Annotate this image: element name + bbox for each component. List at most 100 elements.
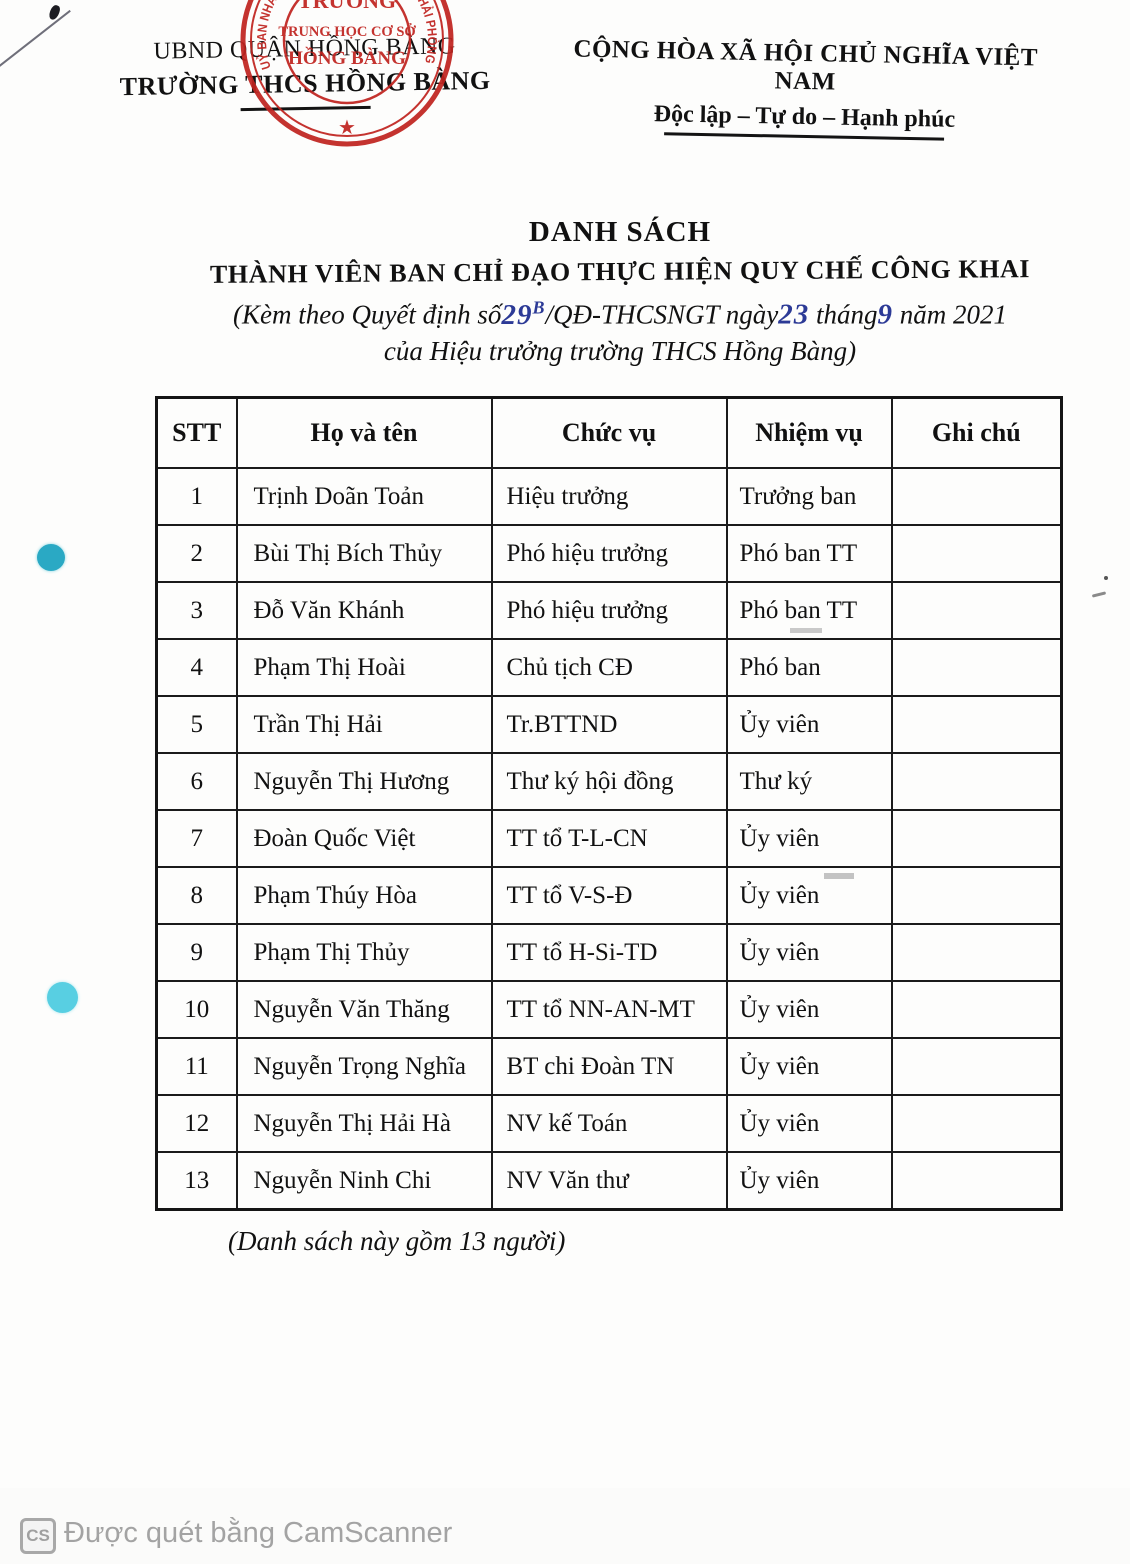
cell-role: Ủy viên bbox=[725, 923, 893, 982]
table-row: 9 Phạm Thị Thủy TT tổ H-Si-TD Ủy viên bbox=[155, 923, 1063, 982]
table-row: 5 Trần Thị Hải Tr.BTTND Ủy viên bbox=[155, 695, 1063, 754]
nam-label: năm 2021 bbox=[899, 299, 1008, 330]
table-row: 11 Nguyễn Trọng Nghĩa BT chi Đoàn TN Ủy … bbox=[155, 1037, 1063, 1096]
national-motto: Độc lập – Tự do – Hạnh phúc bbox=[653, 101, 956, 133]
members-table: STT Họ và tên Chức vụ Nhiệm vụ Ghi chú 1… bbox=[155, 396, 1063, 1211]
cell-position: TT tổ NN-AN-MT bbox=[490, 980, 728, 1039]
cell-position: NV Văn thư bbox=[490, 1151, 728, 1211]
cell-role: Ủy viên bbox=[725, 1151, 893, 1211]
decision-prefix: (Kèm theo Quyết định số bbox=[232, 299, 502, 330]
scan-smudge bbox=[824, 873, 854, 879]
cell-name: Trần Thị Hải bbox=[235, 695, 493, 754]
table-row: 12 Nguyễn Thị Hải Hà NV kế Toán Ủy viên bbox=[155, 1094, 1063, 1153]
cell-note bbox=[890, 1037, 1063, 1096]
cell-role: Thư ký bbox=[725, 752, 893, 811]
cell-note bbox=[890, 1094, 1063, 1153]
cell-note bbox=[890, 809, 1063, 868]
cell-position: Phó hiệu trưởng bbox=[490, 581, 728, 640]
cell-name: Nguyễn Ninh Chi bbox=[235, 1151, 493, 1211]
cell-position: TT tổ T-L-CN bbox=[490, 809, 728, 868]
cell-stt: 11 bbox=[155, 1037, 238, 1096]
table-row: 2 Bùi Thị Bích Thủy Phó hiệu trưởng Phó … bbox=[155, 524, 1063, 583]
cell-name: Nguyễn Văn Thăng bbox=[235, 980, 493, 1039]
cell-stt: 13 bbox=[155, 1151, 238, 1211]
cell-name: Phạm Thúy Hòa bbox=[235, 866, 493, 925]
cell-position: Chủ tịch CĐ bbox=[490, 638, 728, 697]
decision-reference-line2: của Hiệu trưởng trường THCS Hồng Bàng) bbox=[383, 335, 857, 366]
cell-name: Nguyễn Thị Hải Hà bbox=[235, 1094, 493, 1153]
decision-middle: /QĐ-THCSNGT ngày bbox=[545, 299, 779, 330]
camscanner-watermark-text: Được quét bằng CamScanner bbox=[64, 1517, 453, 1549]
title-block: DANH SÁCH THÀNH VIÊN BAN CHỈ ĐẠO THỰC HI… bbox=[90, 216, 1130, 367]
school-seal-stamp-icon: UỶ BAN NHÂN DÂN QUẬN HỒNG BÀNG T.P HẢI P… bbox=[240, 0, 454, 147]
cell-role: Trưởng ban bbox=[725, 467, 893, 526]
cell-stt: 8 bbox=[155, 866, 238, 925]
cell-role: Ủy viên bbox=[725, 866, 893, 925]
handwritten-decision-number: 29B bbox=[501, 297, 546, 331]
cell-note bbox=[890, 695, 1063, 754]
cell-name: Phạm Thị Thủy bbox=[235, 923, 493, 982]
cell-role: Ủy viên bbox=[725, 1037, 893, 1096]
document-title: DANH SÁCH bbox=[528, 216, 712, 248]
cell-note bbox=[890, 866, 1063, 925]
cell-stt: 2 bbox=[155, 524, 238, 583]
thang-label: tháng bbox=[816, 299, 878, 330]
cell-stt: 12 bbox=[155, 1094, 238, 1153]
cell-role: Ủy viên bbox=[725, 809, 893, 868]
header-right: CỘNG HÒA XÃ HỘI CHỦ NGHĨA VIỆT NAM Độc l… bbox=[539, 35, 1071, 143]
cell-role: Ủy viên bbox=[725, 695, 893, 754]
cell-position: TT tổ H-Si-TD bbox=[490, 923, 728, 982]
cell-name: Nguyễn Trọng Nghĩa bbox=[235, 1037, 493, 1096]
cell-name: Nguyễn Thị Hương bbox=[235, 752, 493, 811]
table-row: 4 Phạm Thị Hoài Chủ tịch CĐ Phó ban bbox=[155, 638, 1063, 697]
cell-stt: 5 bbox=[155, 695, 238, 754]
cell-position: Tr.BTTND bbox=[490, 695, 728, 754]
cell-name: Trịnh Doãn Toản bbox=[235, 467, 493, 526]
handwritten-month: 9 bbox=[877, 298, 894, 331]
cell-position: Hiệu trưởng bbox=[490, 467, 728, 526]
cell-stt: 1 bbox=[155, 467, 238, 526]
member-table-body: 1 Trịnh Doãn Toản Hiệu trưởng Trưởng ban… bbox=[155, 467, 1063, 1211]
col-header-note: Ghi chú bbox=[890, 396, 1063, 469]
hole-punch-dot bbox=[37, 544, 65, 571]
scan-speck bbox=[1091, 591, 1107, 598]
table-row: 1 Trịnh Doãn Toản Hiệu trưởng Trưởng ban bbox=[155, 467, 1063, 526]
cell-stt: 6 bbox=[155, 752, 238, 811]
cell-position: Phó hiệu trưởng bbox=[490, 524, 728, 583]
cell-note bbox=[890, 524, 1063, 583]
table-row: 8 Phạm Thúy Hòa TT tổ V-S-Đ Ủy viên bbox=[155, 866, 1063, 925]
table-row: 7 Đoàn Quốc Việt TT tổ T-L-CN Ủy viên bbox=[155, 809, 1063, 868]
scan-speck bbox=[1104, 576, 1108, 580]
cell-position: BT chi Đoàn TN bbox=[490, 1037, 728, 1096]
table-row: 3 Đỗ Văn Khánh Phó hiệu trưởng Phó ban T… bbox=[155, 581, 1063, 640]
cell-stt: 4 bbox=[155, 638, 238, 697]
header-right-underline bbox=[664, 132, 945, 141]
cell-role: Ủy viên bbox=[725, 980, 893, 1039]
table-row: 13 Nguyễn Ninh Chi NV Văn thư Ủy viên bbox=[155, 1151, 1063, 1211]
camscanner-bar: CS Được quét bằng CamScanner bbox=[0, 1488, 1130, 1564]
member-count-note: (Danh sách này gồm 13 người) bbox=[228, 1226, 566, 1256]
handwritten-day: 23 bbox=[778, 298, 810, 331]
camscanner-logo-icon: CS bbox=[20, 1518, 56, 1554]
cell-role: Phó ban TT bbox=[725, 524, 893, 583]
cell-stt: 9 bbox=[155, 923, 238, 982]
col-header-stt: STT bbox=[155, 396, 238, 469]
cell-note bbox=[890, 581, 1063, 640]
cell-note bbox=[890, 638, 1063, 697]
cell-position: TT tổ V-S-Đ bbox=[490, 866, 728, 925]
cell-stt: 10 bbox=[155, 980, 238, 1039]
stamp-center-line2: TRUNG HỌC CƠ SỞ bbox=[278, 23, 416, 40]
cell-note bbox=[890, 1151, 1063, 1211]
stamp-center-line3: HỒNG BÀNG bbox=[288, 47, 406, 69]
table-row: 6 Nguyễn Thị Hương Thư ký hội đồng Thư k… bbox=[155, 752, 1063, 811]
stamp-center-line1: TRƯỜNG bbox=[298, 0, 396, 13]
cell-position: Thư ký hội đồng bbox=[490, 752, 728, 811]
scan-smudge bbox=[790, 628, 822, 633]
cell-note bbox=[890, 980, 1063, 1039]
cell-role: Ủy viên bbox=[725, 1094, 893, 1153]
decision-reference-line: (Kèm theo Quyết định số29B/QĐ-THCSNGT ng… bbox=[90, 297, 1130, 332]
document-subtitle-bold: THÀNH VIÊN BAN CHỈ ĐẠO THỰC HIỆN QUY CHẾ… bbox=[209, 254, 1031, 289]
cell-note bbox=[890, 923, 1063, 982]
cell-name: Đỗ Văn Khánh bbox=[235, 581, 493, 640]
